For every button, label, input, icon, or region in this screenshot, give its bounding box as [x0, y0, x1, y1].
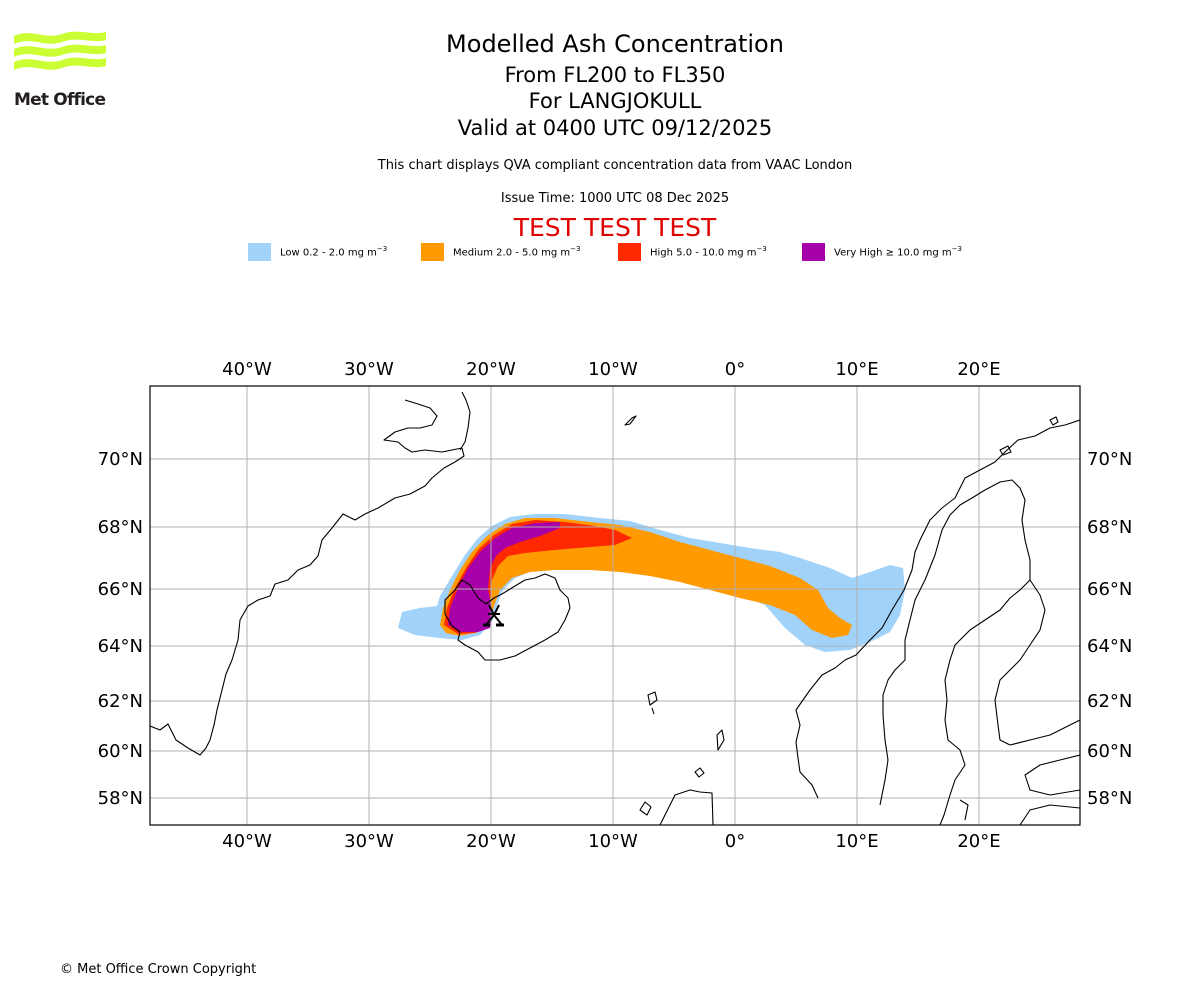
y-tick-label: 64°N [1087, 636, 1132, 657]
y-tick-label: 68°N [1087, 517, 1132, 538]
x-tick-label: 20°E [957, 359, 1000, 380]
legend: Low 0.2 - 2.0 mg m−3 Medium 2.0 - 5.0 mg… [0, 243, 1200, 265]
x-tick-label: 10°E [835, 359, 878, 380]
x-tick-label: 20°W [466, 831, 516, 852]
x-tick-label: 10°E [835, 831, 878, 852]
y-tick-label: 70°N [98, 449, 143, 470]
legend-swatch-low [248, 243, 271, 261]
x-tick-label: 20°W [466, 359, 516, 380]
coastline-islands [624, 415, 1059, 456]
x-ticks-top: 40°W 30°W 20°W 10°W 0° 10°E 20°E [222, 359, 1000, 380]
x-tick-label: 30°W [344, 831, 394, 852]
legend-label-very-high: Very High ≥ 10.0 mg m [834, 247, 952, 259]
logo-wave [14, 31, 106, 44]
issue-time: Issue Time: 1000 UTC 08 Dec 2025 [500, 191, 730, 206]
logo-wave [14, 44, 106, 57]
y-tick-label: 66°N [1087, 579, 1132, 600]
y-tick-label: 58°N [1087, 788, 1132, 809]
coastline-iceland [444, 573, 571, 661]
chart-description: This chart displays QVA compliant concen… [377, 158, 853, 173]
ash-patch-medium [750, 568, 796, 582]
legend-swatch-high [618, 243, 641, 261]
coastline-gulf-bothnia [939, 579, 1080, 825]
x-tick-label: 10°W [588, 359, 638, 380]
ash-layer-very-high [448, 522, 560, 632]
copyright: © Met Office Crown Copyright [60, 962, 257, 977]
y-tick-label: 58°N [98, 788, 143, 809]
x-tick-label: 0° [725, 359, 745, 380]
legend-unit-exp: −3 [756, 245, 767, 254]
legend-swatch-medium [421, 243, 444, 261]
logo-wave [14, 57, 106, 70]
legend-item-high: High 5.0 - 10.0 mg m−3 [618, 243, 767, 261]
coastline-baltic [959, 754, 1080, 825]
legend-item-medium: Medium 2.0 - 5.0 mg m−3 [421, 243, 580, 261]
volcano-name: For LANGJOKULL [528, 89, 702, 113]
flight-levels: From FL200 to FL350 [504, 63, 726, 87]
x-tick-label: 10°W [588, 831, 638, 852]
y-tick-label: 66°N [98, 579, 143, 600]
legend-label-high: High 5.0 - 10.0 mg m [650, 247, 757, 259]
coastlines [150, 391, 1080, 825]
coastline-greenland [150, 447, 465, 756]
logo-text: Met Office [14, 90, 106, 110]
x-tick-label: 20°E [957, 831, 1000, 852]
coastline-scandinavia [795, 419, 1080, 806]
y-tick-label: 62°N [1087, 691, 1132, 712]
met-office-wave-logo-icon [14, 31, 106, 70]
legend-label-medium: Medium 2.0 - 5.0 mg m [453, 247, 571, 259]
legend-item-very-high: Very High ≥ 10.0 mg m−3 [802, 243, 962, 261]
x-tick-label: 40°W [222, 831, 272, 852]
coastline-scotland [639, 767, 714, 825]
coastline-faroe [647, 691, 658, 715]
map-frame [149, 385, 1081, 826]
y-tick-label: 60°N [1087, 741, 1132, 762]
y-tick-label: 70°N [1087, 449, 1132, 470]
legend-item-low: Low 0.2 - 2.0 mg m−3 [248, 243, 387, 261]
y-ticks-right: 70°N 68°N 66°N 64°N 62°N 60°N 58°N [1087, 449, 1132, 809]
chart-title: Modelled Ash Concentration [446, 30, 784, 58]
valid-time: Valid at 0400 UTC 09/12/2025 [457, 116, 773, 140]
y-tick-label: 62°N [98, 691, 143, 712]
x-tick-label: 40°W [222, 359, 272, 380]
y-tick-label: 68°N [98, 517, 143, 538]
graticule [150, 386, 1080, 825]
x-tick-label: 30°W [344, 359, 394, 380]
test-banner: TEST TEST TEST [513, 213, 717, 242]
coastline-shetland [716, 729, 725, 751]
volcano-symbol-icon [483, 604, 504, 627]
y-ticks-left: 70°N 68°N 66°N 64°N 62°N 60°N 58°N [98, 449, 143, 809]
coastline-greenland-ne [383, 391, 471, 453]
met-office-logo: Met Office [14, 30, 109, 112]
legend-unit-exp: −3 [376, 245, 388, 254]
y-tick-label: 64°N [98, 636, 143, 657]
x-tick-label: 0° [725, 831, 745, 852]
x-ticks-bottom: 40°W 30°W 20°W 10°W 0° 10°E 20°E [222, 831, 1000, 852]
y-tick-label: 60°N [98, 741, 143, 762]
legend-label-low: Low 0.2 - 2.0 mg m [280, 247, 377, 259]
legend-unit-exp: −3 [570, 245, 581, 254]
legend-unit-exp: −3 [951, 245, 962, 254]
legend-swatch-very-high [802, 243, 825, 261]
